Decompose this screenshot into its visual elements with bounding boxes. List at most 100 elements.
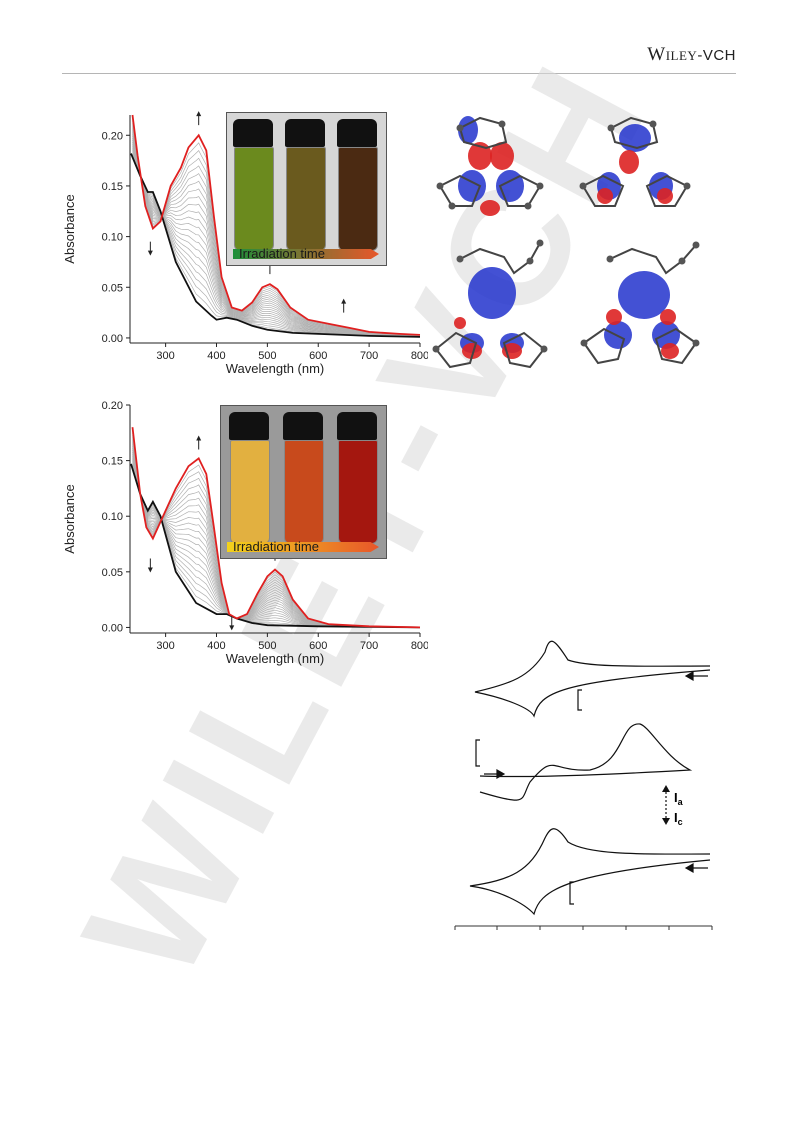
irradiation-label: Irradiation time (239, 246, 325, 261)
y-tick-label: 0.10 (102, 511, 123, 523)
y-axis-label: Absorbance (62, 484, 77, 553)
vial-cap-1 (233, 119, 273, 147)
atom (526, 257, 534, 265)
initial-spectrum (130, 463, 421, 629)
irradiation-arrow (227, 542, 379, 552)
atom (540, 345, 548, 353)
vial-cap-2 (285, 119, 325, 147)
x-tick-label: 800 (411, 350, 428, 362)
change-arrow-head (341, 298, 347, 304)
change-arrow-head (196, 111, 202, 117)
current-legend: Ia Ic (662, 785, 684, 827)
y-tick-label: 0.20 (102, 400, 123, 412)
vial-1 (234, 147, 274, 251)
x-tick-label: 500 (258, 640, 276, 652)
atom (456, 255, 464, 263)
orbital-lobe-red (597, 188, 613, 204)
orbital-lobe-blue (468, 267, 516, 319)
atom (649, 120, 657, 128)
orbital-2 (579, 116, 691, 207)
x-tick-label: 700 (360, 350, 378, 362)
cv-trace-2 (479, 723, 693, 801)
atom (498, 120, 506, 128)
publisher-suffix: -VCH (697, 47, 736, 64)
irradiation-arrow (233, 249, 379, 259)
molecule-bonds (582, 174, 625, 207)
change-arrow-head (229, 625, 235, 631)
molecule-bonds (645, 174, 688, 207)
orbital-lobe-red (661, 343, 679, 359)
y-tick-label: 0.15 (102, 181, 123, 193)
cathodic-current-label: Ic (674, 810, 683, 827)
vial-cap-2 (283, 412, 323, 440)
orbital-4 (580, 241, 700, 365)
x-tick-label: 800 (411, 640, 428, 652)
photo-inset-bottom: Irradiation time (220, 405, 387, 559)
orbital-figure (432, 116, 700, 369)
scan-direction-arrow-head (684, 670, 694, 682)
x-tick-label: 600 (309, 640, 327, 652)
scan-direction-arrow-head (684, 862, 694, 874)
vial-3 (338, 147, 378, 251)
vial-cap-3 (337, 119, 377, 147)
change-arrow-head (196, 435, 202, 441)
x-tick-label: 400 (207, 640, 225, 652)
scale-bracket (569, 881, 574, 905)
header-rule (62, 73, 736, 74)
molecule-bonds (435, 331, 478, 369)
molecule-bonds (654, 327, 697, 365)
uvvis-chart-top: 300 400 500 600 700 800 0.00 0.05 0.10 0.15 0.20 Wa… (62, 111, 428, 376)
orbital-lobe-red (606, 309, 622, 325)
orbital-lobe-blue (458, 170, 486, 202)
molecule-bonds (609, 244, 697, 275)
publisher-name: Wiley (647, 44, 698, 65)
change-arrow-head (147, 567, 153, 573)
atom (607, 124, 615, 132)
atom (580, 339, 588, 347)
molecule-bonds (502, 331, 545, 369)
scan-direction-arrow-head (496, 768, 506, 780)
atom (606, 255, 614, 263)
y-axis-label: Absorbance (62, 194, 77, 263)
publisher-logo: Wiley-VCH (647, 44, 736, 66)
cv-trace-1 (474, 640, 711, 718)
orbital-3 (432, 239, 548, 369)
atom (678, 257, 686, 265)
orbital-lobe-red (480, 200, 500, 216)
molecule-bonds (459, 116, 508, 150)
vial-2 (284, 440, 324, 544)
orbital-lobe-red (660, 309, 676, 325)
vial-1 (230, 440, 270, 544)
cyclic-voltammograms: Ia Ic (454, 640, 713, 930)
y-tick-label: 0.00 (102, 622, 123, 634)
x-tick-label: 300 (156, 350, 174, 362)
change-arrow-head (147, 250, 153, 256)
molecule-bonds (583, 327, 626, 365)
x-axis-label: Wavelength (nm) (226, 361, 325, 376)
uvvis-chart-bottom: 300 400 500 600 700 800 0.00 0.05 0.10 0.15 0.20 Wa… (62, 400, 428, 666)
orbital-lobe-red (657, 188, 673, 204)
y-tick-label: 0.05 (102, 282, 123, 294)
y-tick-label: 0.10 (102, 232, 123, 244)
photo-inset-top: Irradiation time (226, 112, 387, 266)
scale-bracket (577, 689, 582, 711)
atom (448, 202, 456, 210)
final-spectrum (131, 114, 421, 336)
x-axis-label: Wavelength (nm) (226, 651, 325, 666)
molecule-bonds (610, 116, 659, 150)
final-spectrum (131, 427, 421, 629)
orbital-lobe-red (619, 150, 639, 174)
atom (436, 182, 444, 190)
orbital-1 (436, 116, 544, 216)
atom (456, 124, 464, 132)
y-tick-label: 0.00 (102, 333, 123, 345)
x-tick-label: 300 (156, 640, 174, 652)
atom (579, 182, 587, 190)
molecule-bonds (439, 174, 482, 207)
y-tick-label: 0.15 (102, 456, 123, 468)
orbital-lobe-red (454, 317, 466, 329)
x-tick-label: 400 (207, 350, 225, 362)
atom (683, 182, 691, 190)
orbital-lobe-blue (618, 271, 670, 319)
vial-2 (286, 147, 326, 251)
